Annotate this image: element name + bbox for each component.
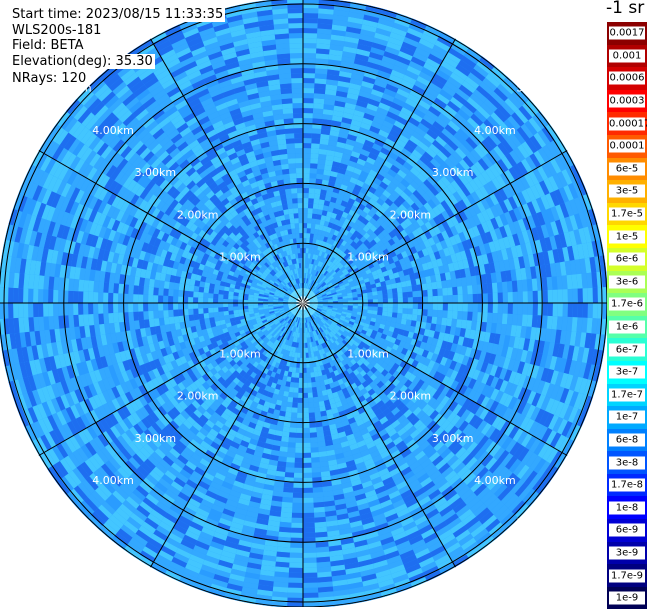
range-ring-label: 4.00km [474,124,516,137]
colorbar-swatch: 3e-6 [607,270,647,294]
start-time-label: Start time: 2023/08/15 11:33:35 [10,7,226,22]
elevation-label: Elevation(deg): 35.30 [10,54,155,69]
colorbar-tick-label: 1e-8 [609,501,645,515]
colorbar-tick-label: 3e-7 [609,365,645,379]
center-marker [300,296,304,304]
azimuth-spoke [302,150,568,304]
colorbar-swatch: 3e-8 [607,451,647,474]
range-ring-label: 1.00km [347,347,389,360]
colorbar-swatch: 1.7e-5 [607,202,647,226]
colorbar-swatch: 6e-8 [607,428,647,452]
range-ring-label: 3.00km [432,432,474,445]
colorbar-swatch: 1e-7 [607,406,647,429]
instrument-label: WLS200s-181 [10,23,104,38]
colorbar-tick-label: 0.0006 [609,71,645,85]
field-label: Field: BETA [10,38,86,53]
backscatter-field [0,0,608,607]
range-ring-label: 4.00km [92,124,134,137]
colorbar-swatch: 1.7e-6 [607,293,647,316]
azimuth-spoke [38,150,304,304]
colorbar-tick-label: 1.7e-8 [609,478,645,492]
colorbar-swatch: 6e-5 [607,157,647,181]
colorbar-swatch: 1e-9 [607,586,647,609]
colorbar-swatch: 0.0003 [607,89,647,113]
colorbar-tick-label: 6e-6 [609,252,645,266]
azimuth-spoke [302,302,456,568]
range-ring-label: 3.00km [135,166,177,179]
colorbar-tick-label: 1.7e-9 [609,569,645,583]
range-ring-label: 4.00km [92,474,134,487]
colorbar-swatch: 6e-7 [607,338,647,361]
range-ring-label: 5.00km [516,82,558,95]
colorbar-swatch: 3e-7 [607,360,647,384]
azimuth-spoke [150,302,304,568]
colorbar-tick-label: 1e-5 [609,230,645,244]
colorbar-tick-label: 6e-7 [609,343,645,357]
colorbar-swatch: 3e-9 [607,541,647,565]
colorbar-tick-label: 0.0003 [609,94,645,108]
colorbar-tick-label: 3e-9 [609,546,645,560]
colorbar-swatch: 0.0017 [607,22,647,45]
range-ring-label: 2.00km [390,208,432,221]
azimuth-spoke [302,302,568,456]
range-ring-label: 2.00km [390,390,432,403]
colorbar-swatch: 6e-9 [607,519,647,542]
azimuth-spoke [302,38,456,304]
range-ring-label: 2.00km [177,390,219,403]
range-ring-label: 5.00km [516,516,558,529]
colorbar-swatch: 1e-6 [607,315,647,339]
colorbar-swatch: 1e-5 [607,225,647,248]
range-ring-label: 1.00km [219,347,261,360]
colorbar-tick-label: 1e-6 [609,320,645,334]
colorbar-tick-label: 1.7e-5 [609,207,645,221]
range-ring-label: 1.00km [347,251,389,264]
azimuth-spoke [150,38,304,304]
colorbar-swatch: 1.7e-7 [607,383,647,407]
colorbar-tick-label: 6e-8 [609,433,645,447]
colorbar-swatch: 1e-8 [607,496,647,520]
colorbar-swatch: 1.7e-8 [607,473,647,497]
colorbar-swatch: 6e-6 [607,247,647,271]
colorbar-tick-label: 0.0001 [609,139,645,153]
range-ring-label: 1.00km [219,251,261,264]
range-ring-label: 3.00km [432,166,474,179]
colorbar-unit-title: -1 sr [606,0,645,18]
colorbar-tick-label: 3e-6 [609,275,645,289]
range-ring-label: 4.00km [474,474,516,487]
colorbar-tick-label: 0.0017 [609,26,645,40]
range-ring-label: 2.00km [177,208,219,221]
range-labels: 1.00km 1.00km 1.00km 1.00km 2.00km 2.00km 2.00… [50,82,558,530]
nrays-label: NRays: 120 [10,71,89,86]
colorbar: 0.0017 0.001 0.0006 0.0003 0.00017 0.0001 6e-5… [607,22,647,609]
colorbar-swatch: 0.0001 [607,134,647,158]
range-ring-label: 5.00km [50,516,92,529]
colorbar-tick-label: 1e-9 [609,591,645,605]
colorbar-swatch: 0.001 [607,44,647,68]
colorbar-swatch: 0.00017 [607,112,647,135]
colorbar-tick-label: 3e-5 [609,184,645,198]
colorbar-tick-label: 6e-9 [609,523,645,537]
colorbar-swatch: 1.7e-9 [607,564,647,587]
colorbar-tick-label: 1.7e-7 [609,388,645,402]
colorbar-tick-label: 1e-7 [609,410,645,424]
range-ring-label: 3.00km [135,432,177,445]
colorbar-tick-label: 3e-8 [609,456,645,470]
colorbar-swatch: 0.0006 [607,67,647,90]
colorbar-tick-label: 0.00017 [609,117,647,131]
colorbar-tick-label: 6e-5 [609,162,645,176]
azimuth-spoke [38,302,304,456]
colorbar-tick-label: 1.7e-6 [609,297,645,311]
colorbar-tick-label: 0.001 [609,49,645,63]
colorbar-swatch: 3e-5 [607,180,647,203]
